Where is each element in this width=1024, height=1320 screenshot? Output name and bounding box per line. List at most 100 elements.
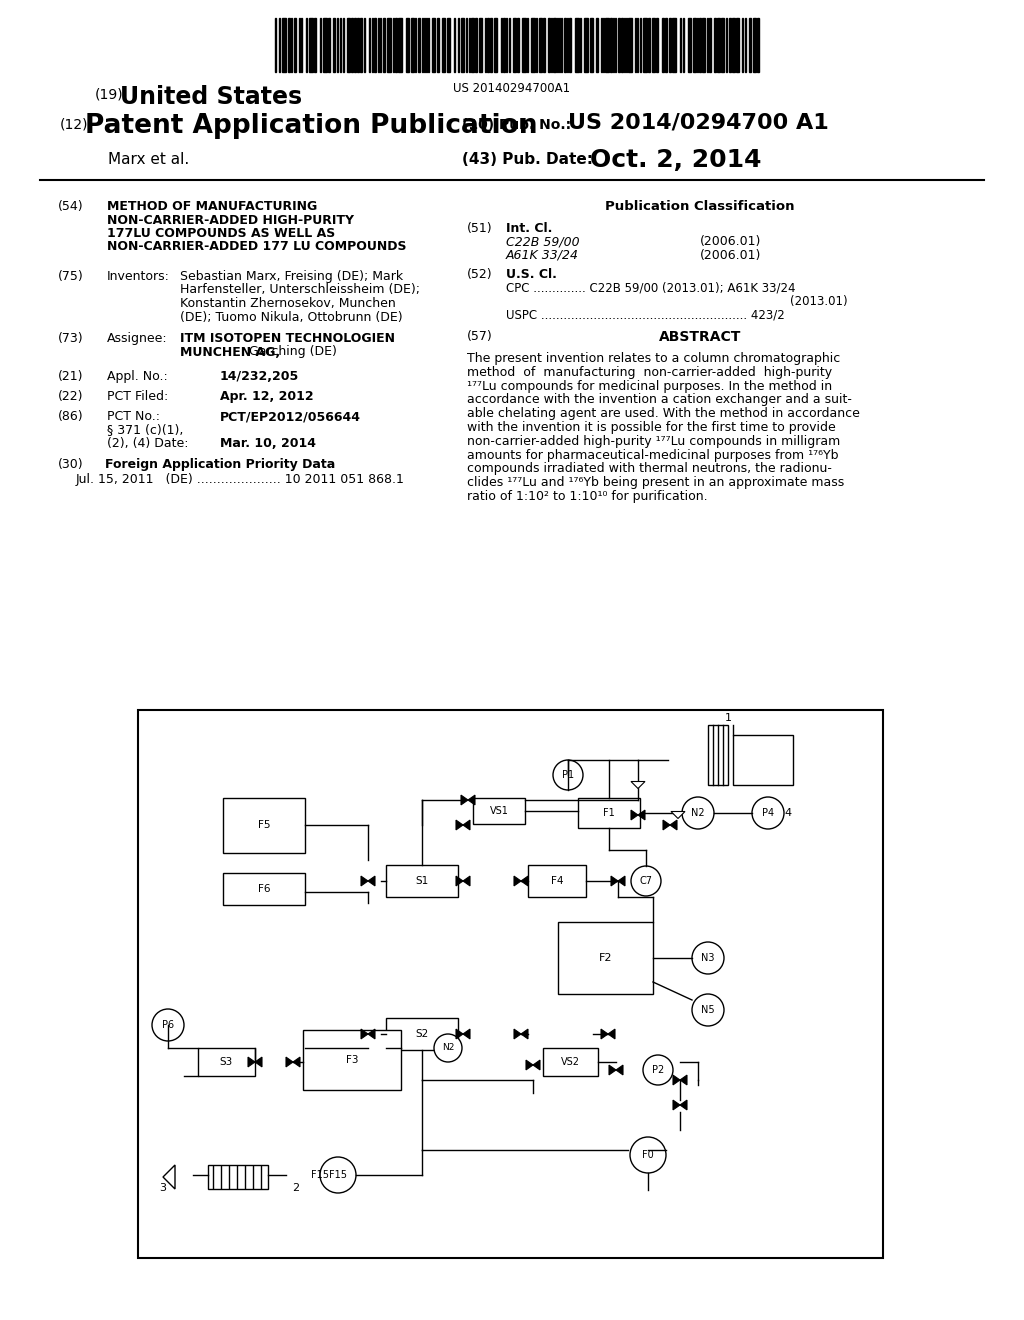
Polygon shape [631, 810, 638, 820]
Bar [351, 18, 353, 73]
Bar [223, 799, 305, 853]
Bar [473, 799, 525, 824]
Text: N2: N2 [441, 1044, 455, 1052]
Bar [543, 18, 545, 73]
Bar [539, 18, 542, 73]
Bar [643, 18, 647, 73]
Bar [708, 725, 728, 785]
Circle shape [692, 994, 724, 1026]
Bar [662, 18, 664, 73]
Bar [374, 18, 376, 73]
Bar [490, 18, 492, 73]
Bar [314, 18, 316, 73]
Text: C7: C7 [640, 876, 652, 886]
Bar [398, 18, 402, 73]
Text: S3: S3 [220, 1057, 233, 1067]
Polygon shape [361, 876, 368, 886]
Polygon shape [514, 1030, 521, 1039]
Bar [575, 18, 579, 73]
Bar [528, 865, 586, 898]
Text: (54): (54) [58, 201, 84, 213]
Circle shape [682, 797, 714, 829]
Text: F15: F15 [311, 1170, 329, 1180]
Text: method  of  manufacturing  non-carrier-added  high-purity: method of manufacturing non-carrier-adde… [467, 366, 833, 379]
Polygon shape [521, 1030, 528, 1039]
Bar [354, 18, 356, 73]
Text: S2: S2 [416, 1030, 429, 1039]
Bar [584, 18, 588, 73]
Text: Marx et al.: Marx et al. [108, 152, 189, 168]
Circle shape [630, 1137, 666, 1173]
Bar [736, 18, 739, 73]
Text: S1: S1 [416, 876, 429, 886]
Bar [357, 18, 359, 73]
Text: Garching (DE): Garching (DE) [245, 346, 337, 359]
Polygon shape [671, 812, 685, 818]
Text: (22): (22) [58, 389, 84, 403]
Polygon shape [456, 820, 463, 830]
Polygon shape [463, 876, 470, 886]
Bar [665, 18, 667, 73]
Text: (52): (52) [467, 268, 493, 281]
Text: (57): (57) [467, 330, 493, 343]
Bar [753, 18, 756, 73]
Bar [309, 18, 313, 73]
Bar [282, 18, 286, 73]
Bar [596, 18, 598, 73]
Text: able chelating agent are used. With the method in accordance: able chelating agent are used. With the … [467, 407, 860, 420]
Bar [732, 18, 735, 73]
Text: Foreign Application Priority Data: Foreign Application Priority Data [104, 458, 335, 471]
Bar [138, 710, 883, 1258]
Polygon shape [608, 1030, 615, 1039]
Text: PCT/EP2012/056644: PCT/EP2012/056644 [220, 411, 361, 422]
Text: The present invention relates to a column chromatographic: The present invention relates to a colum… [467, 352, 841, 366]
Polygon shape [673, 1100, 680, 1110]
Text: ¹⁷⁷Lu compounds for medicinal purposes. In the method in: ¹⁷⁷Lu compounds for medicinal purposes. … [467, 380, 833, 392]
Polygon shape [286, 1057, 293, 1067]
Polygon shape [616, 1065, 623, 1074]
Text: (2006.01): (2006.01) [700, 235, 762, 248]
Circle shape [434, 1034, 462, 1063]
Text: (12): (12) [60, 117, 88, 132]
Bar [729, 18, 731, 73]
Bar [693, 18, 696, 73]
Text: (10) Pub. No.:: (10) Pub. No.: [462, 117, 571, 132]
Text: Apr. 12, 2012: Apr. 12, 2012 [220, 389, 313, 403]
Polygon shape [609, 1065, 616, 1074]
Text: (43) Pub. Date:: (43) Pub. Date: [462, 152, 593, 168]
Text: compounds irradiated with thermal neutrons, the radionu-: compounds irradiated with thermal neutro… [467, 462, 831, 475]
Bar [395, 18, 397, 73]
Text: Konstantin Zhernosekov, Munchen: Konstantin Zhernosekov, Munchen [180, 297, 395, 310]
Polygon shape [248, 1057, 255, 1067]
Text: (86): (86) [58, 411, 84, 422]
Text: non-carrier-added high-purity ¹⁷⁷Lu compounds in milligram: non-carrier-added high-purity ¹⁷⁷Lu comp… [467, 434, 841, 447]
Text: (30): (30) [58, 458, 84, 471]
Text: 2: 2 [293, 1183, 300, 1193]
Text: § 371 (c)(1),: § 371 (c)(1), [106, 424, 183, 437]
Text: P2: P2 [652, 1065, 665, 1074]
Bar [672, 18, 676, 73]
Polygon shape [663, 820, 670, 830]
Bar [605, 18, 609, 73]
Polygon shape [461, 795, 468, 805]
Text: (19): (19) [95, 88, 124, 102]
Circle shape [319, 1158, 356, 1193]
Text: MUNCHEN AG,: MUNCHEN AG, [180, 346, 281, 359]
Bar [503, 18, 505, 73]
Text: Oct. 2, 2014: Oct. 2, 2014 [590, 148, 762, 172]
Polygon shape [463, 820, 470, 830]
Bar [387, 18, 391, 73]
Bar [543, 1048, 598, 1076]
Text: P6: P6 [162, 1020, 174, 1030]
Text: 14/232,205: 14/232,205 [220, 370, 299, 383]
Polygon shape [255, 1057, 262, 1067]
Text: VS1: VS1 [489, 807, 509, 816]
Bar [347, 18, 350, 73]
Bar [569, 18, 571, 73]
Bar [411, 18, 414, 73]
Polygon shape [293, 1057, 300, 1067]
Text: Inventors:: Inventors: [106, 271, 170, 282]
Text: Appl. No.:: Appl. No.: [106, 370, 168, 383]
Bar [688, 18, 691, 73]
Text: amounts for pharmaceutical-medicinal purposes from ¹⁷⁶Yb: amounts for pharmaceutical-medicinal pur… [467, 449, 839, 462]
